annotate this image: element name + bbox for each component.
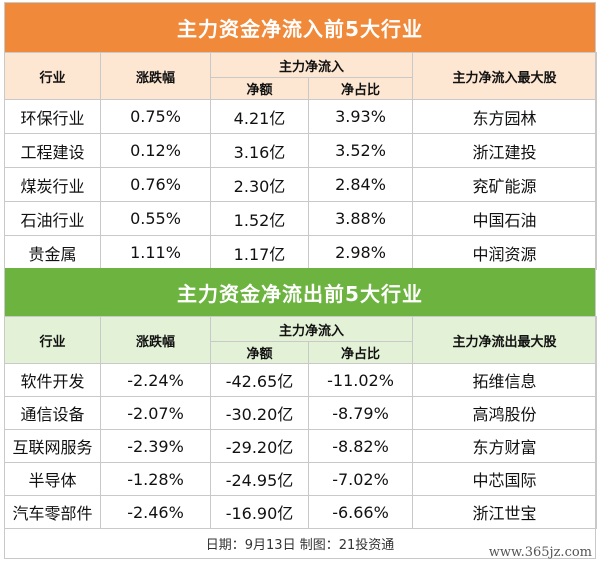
cell-industry: 汽车零部件 <box>4 495 101 529</box>
table-row: 贵金属 1.11% 1.17亿 2.98% 中润资源 <box>4 235 598 270</box>
col-header-net-ratio: 净占比 <box>307 77 414 100</box>
col-header-net-amount: 净额 <box>210 77 309 100</box>
cell-change: 0.76% <box>100 167 211 202</box>
footer-credit: 日期：9月13日 制图：21投资通 <box>205 537 395 553</box>
col-header-top-stock: 主力净流出最大股 <box>412 316 598 364</box>
cell-industry: 工程建设 <box>4 133 101 168</box>
outflow-table: 行业 涨跌幅 主力净流入 主力净流出最大股 净额 净占比 软件开发 -2.24%… <box>4 316 598 529</box>
cell-net-ratio: 2.84% <box>307 167 414 202</box>
outflow-title: 主力资金净流出前5大行业 <box>4 268 596 316</box>
cell-change: 0.75% <box>100 99 211 134</box>
table-row: 环保行业 0.75% 4.21亿 3.93% 东方园林 <box>4 99 598 134</box>
cell-industry: 贵金属 <box>4 235 101 270</box>
cell-industry: 煤炭行业 <box>4 167 101 202</box>
cell-change: -2.39% <box>100 429 211 463</box>
cell-change: -1.28% <box>100 462 211 496</box>
col-header-net-ratio: 净占比 <box>307 341 414 364</box>
cell-change: -2.07% <box>100 396 211 430</box>
cell-industry: 软件开发 <box>4 363 101 397</box>
cell-top-stock: 高鸿股份 <box>412 396 598 430</box>
col-header-industry: 行业 <box>4 316 101 364</box>
col-header-main-net: 主力净流入 <box>209 316 414 342</box>
site-watermark: www.365jz.com <box>488 545 592 560</box>
cell-net-amount: 1.17亿 <box>210 235 309 270</box>
cell-net-amount: 1.52亿 <box>210 201 309 236</box>
table-row: 互联网服务 -2.39% -29.20亿 -8.82% 东方财富 <box>4 429 598 463</box>
inflow-table: 行业 涨跌幅 主力净流入 主力净流入最大股 净额 净占比 环保行业 0.75% … <box>4 52 598 270</box>
cell-net-ratio: -6.66% <box>307 495 414 529</box>
cell-net-ratio: 3.88% <box>307 201 414 236</box>
cell-top-stock: 中芯国际 <box>412 462 598 496</box>
col-header-top-stock: 主力净流入最大股 <box>412 52 598 100</box>
col-header-change: 涨跌幅 <box>100 52 211 100</box>
cell-change: 0.12% <box>100 133 211 168</box>
cell-net-ratio: -7.02% <box>307 462 414 496</box>
table-row: 通信设备 -2.07% -30.20亿 -8.79% 高鸿股份 <box>4 396 598 430</box>
cell-industry: 石油行业 <box>4 201 101 236</box>
table-row: 煤炭行业 0.76% 2.30亿 2.84% 兖矿能源 <box>4 167 598 202</box>
cell-net-amount: -42.65亿 <box>210 363 309 397</box>
cell-top-stock: 东方园林 <box>412 99 598 134</box>
cell-industry: 通信设备 <box>4 396 101 430</box>
col-header-net-amount: 净额 <box>210 341 309 364</box>
cell-net-ratio: -8.79% <box>307 396 414 430</box>
cell-net-amount: 4.21亿 <box>210 99 309 134</box>
col-header-change: 涨跌幅 <box>100 316 211 364</box>
inflow-title: 主力资金净流入前5大行业 <box>4 2 596 52</box>
cell-top-stock: 浙江建投 <box>412 133 598 168</box>
cell-top-stock: 东方财富 <box>412 429 598 463</box>
cell-net-amount: -24.95亿 <box>210 462 309 496</box>
cell-net-ratio: 3.52% <box>307 133 414 168</box>
cell-net-amount: 3.16亿 <box>210 133 309 168</box>
cell-net-ratio: -11.02% <box>307 363 414 397</box>
cell-industry: 环保行业 <box>4 99 101 134</box>
cell-net-ratio: 3.93% <box>307 99 414 134</box>
cell-top-stock: 兖矿能源 <box>412 167 598 202</box>
table-row: 工程建设 0.12% 3.16亿 3.52% 浙江建投 <box>4 133 598 168</box>
cell-industry: 互联网服务 <box>4 429 101 463</box>
cell-change: 0.55% <box>100 201 211 236</box>
col-header-industry: 行业 <box>4 52 101 100</box>
col-header-main-net: 主力净流入 <box>209 52 414 78</box>
cell-change: -2.46% <box>100 495 211 529</box>
cell-top-stock: 拓维信息 <box>412 363 598 397</box>
cell-top-stock: 中润资源 <box>412 235 598 270</box>
cell-net-ratio: 2.98% <box>307 235 414 270</box>
cell-top-stock: 中国石油 <box>412 201 598 236</box>
table-row: 软件开发 -2.24% -42.65亿 -11.02% 拓维信息 <box>4 363 598 397</box>
cell-change: -2.24% <box>100 363 211 397</box>
cell-industry: 半导体 <box>4 462 101 496</box>
table-row: 汽车零部件 -2.46% -16.90亿 -6.66% 浙江世宝 <box>4 495 598 529</box>
table-row: 石油行业 0.55% 1.52亿 3.88% 中国石油 <box>4 201 598 236</box>
cell-net-ratio: -8.82% <box>307 429 414 463</box>
cell-change: 1.11% <box>100 235 211 270</box>
cell-net-amount: -30.20亿 <box>210 396 309 430</box>
cell-net-amount: -16.90亿 <box>210 495 309 529</box>
cell-net-amount: -29.20亿 <box>210 429 309 463</box>
cell-net-amount: 2.30亿 <box>210 167 309 202</box>
cell-top-stock: 浙江世宝 <box>412 495 598 529</box>
table-row: 半导体 -1.28% -24.95亿 -7.02% 中芯国际 <box>4 462 598 496</box>
